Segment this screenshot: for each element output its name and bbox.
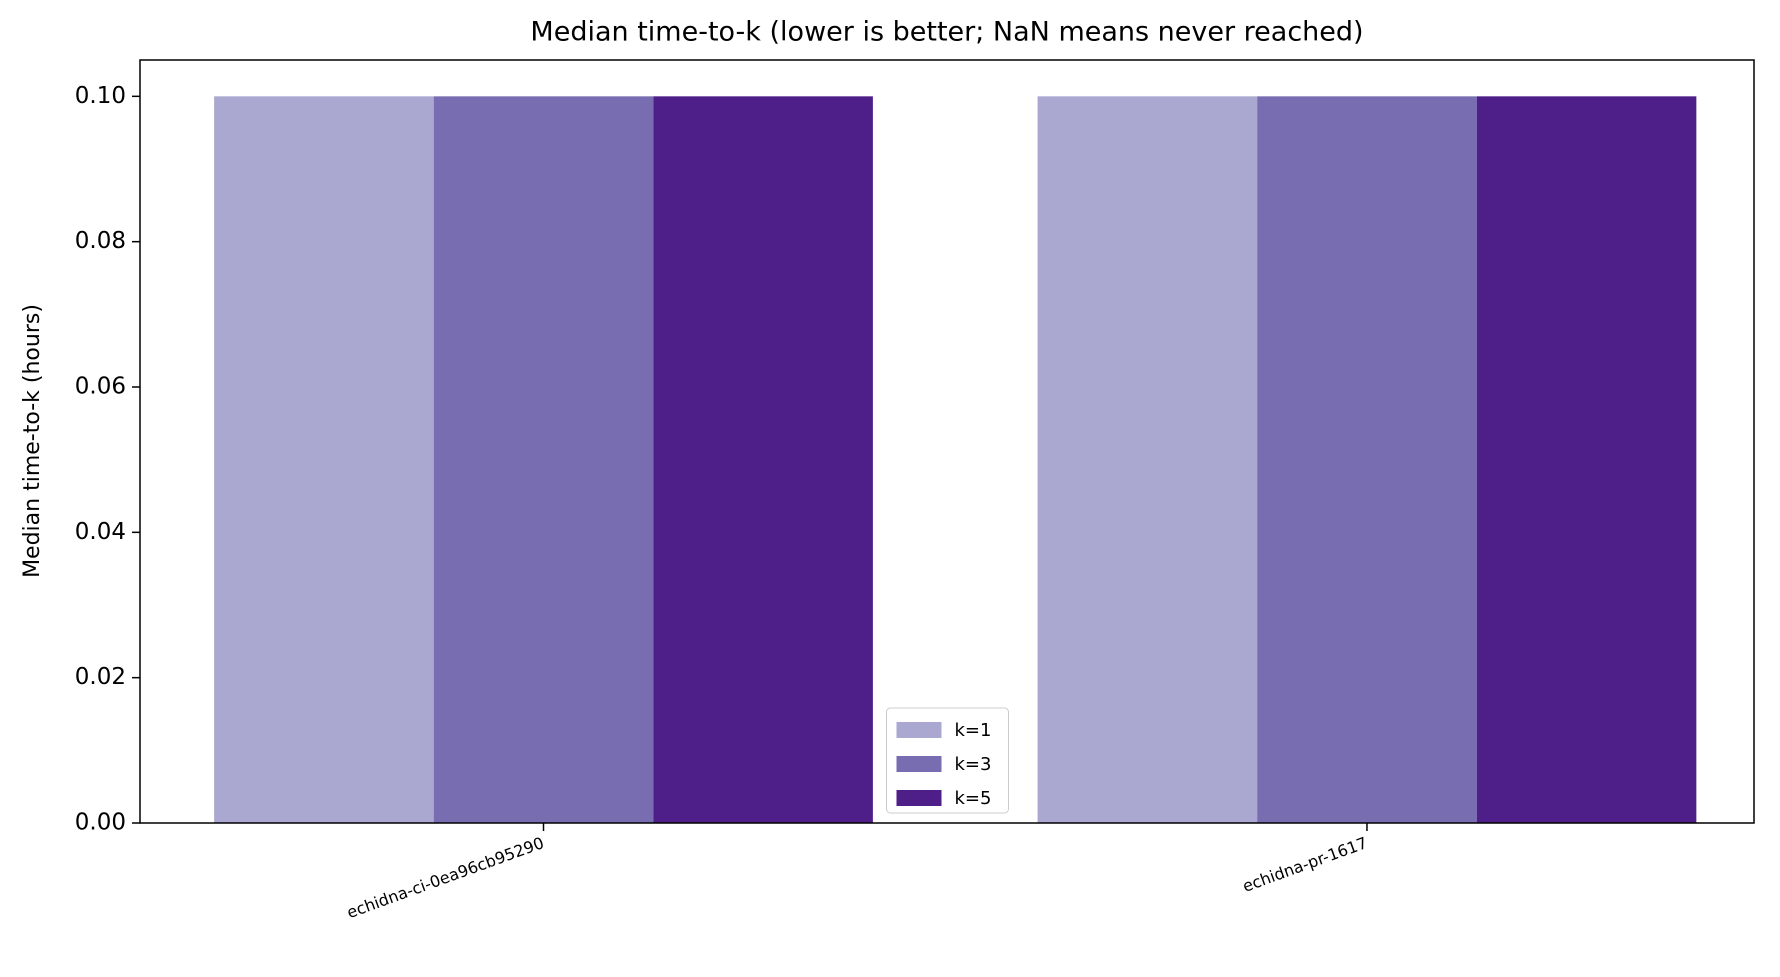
legend-label: k=1 bbox=[955, 720, 992, 741]
legend-label: k=3 bbox=[955, 754, 992, 775]
bar bbox=[1257, 96, 1477, 824]
y-tick-label: 0.06 bbox=[75, 374, 126, 400]
bar bbox=[1037, 96, 1258, 824]
legend-swatch bbox=[896, 722, 942, 738]
legend-swatch bbox=[896, 756, 942, 772]
x-tick-label: echidna-pr-1617 bbox=[1240, 833, 1370, 896]
y-tick-label: 0.08 bbox=[75, 228, 126, 254]
y-axis-label: Median time-to-k (hours) bbox=[20, 304, 45, 578]
legend-swatch bbox=[896, 790, 942, 806]
y-tick-label: 0.02 bbox=[75, 664, 126, 690]
legend-label: k=5 bbox=[955, 788, 992, 809]
plot-frame bbox=[139, 59, 1755, 824]
y-tick-label: 0.10 bbox=[75, 83, 126, 109]
y-tick-label: 0.00 bbox=[75, 810, 126, 836]
bar bbox=[214, 96, 434, 824]
bar bbox=[433, 96, 654, 824]
y-tick-label: 0.04 bbox=[75, 519, 126, 545]
bar bbox=[653, 96, 873, 824]
bar bbox=[1476, 96, 1697, 824]
chart-title: Median time-to-k (lower is better; NaN m… bbox=[530, 17, 1363, 48]
x-tick-label: echidna-ci-0ea96cb95290 bbox=[344, 833, 546, 922]
